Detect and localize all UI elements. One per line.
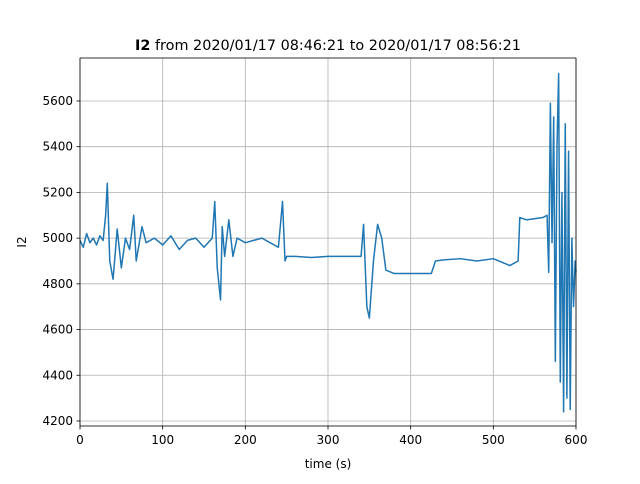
x-tick-label: 500 (482, 433, 505, 447)
chart-title: I2 from 2020/01/17 08:46:21 to 2020/01/1… (135, 38, 521, 54)
y-tick-label: 5200 (42, 185, 73, 199)
x-tick-label: 200 (234, 433, 257, 447)
x-tick-label: 100 (151, 433, 174, 447)
y-tick-label: 4800 (42, 277, 73, 291)
title-rest: from 2020/01/17 08:46:21 to 2020/01/17 0… (155, 38, 521, 54)
plot-frame (79, 57, 577, 427)
y-axis-label: I2 (15, 236, 29, 247)
x-tick-label: 300 (317, 433, 340, 447)
y-tick-label: 4200 (42, 414, 73, 428)
x-tick-label: 600 (565, 433, 588, 447)
y-tick-label: 5400 (42, 140, 73, 154)
y-tick-label: 4600 (42, 323, 73, 337)
y-tick-label: 5000 (42, 231, 73, 245)
y-tick-label: 4400 (42, 368, 73, 382)
title-bold: I2 (135, 38, 150, 54)
x-axis-label: time (s) (305, 457, 352, 471)
data-line (79, 72, 577, 413)
y-tick-label: 5600 (42, 94, 73, 108)
x-tick-label: 0 (76, 433, 84, 447)
x-tick-label: 400 (399, 433, 422, 447)
